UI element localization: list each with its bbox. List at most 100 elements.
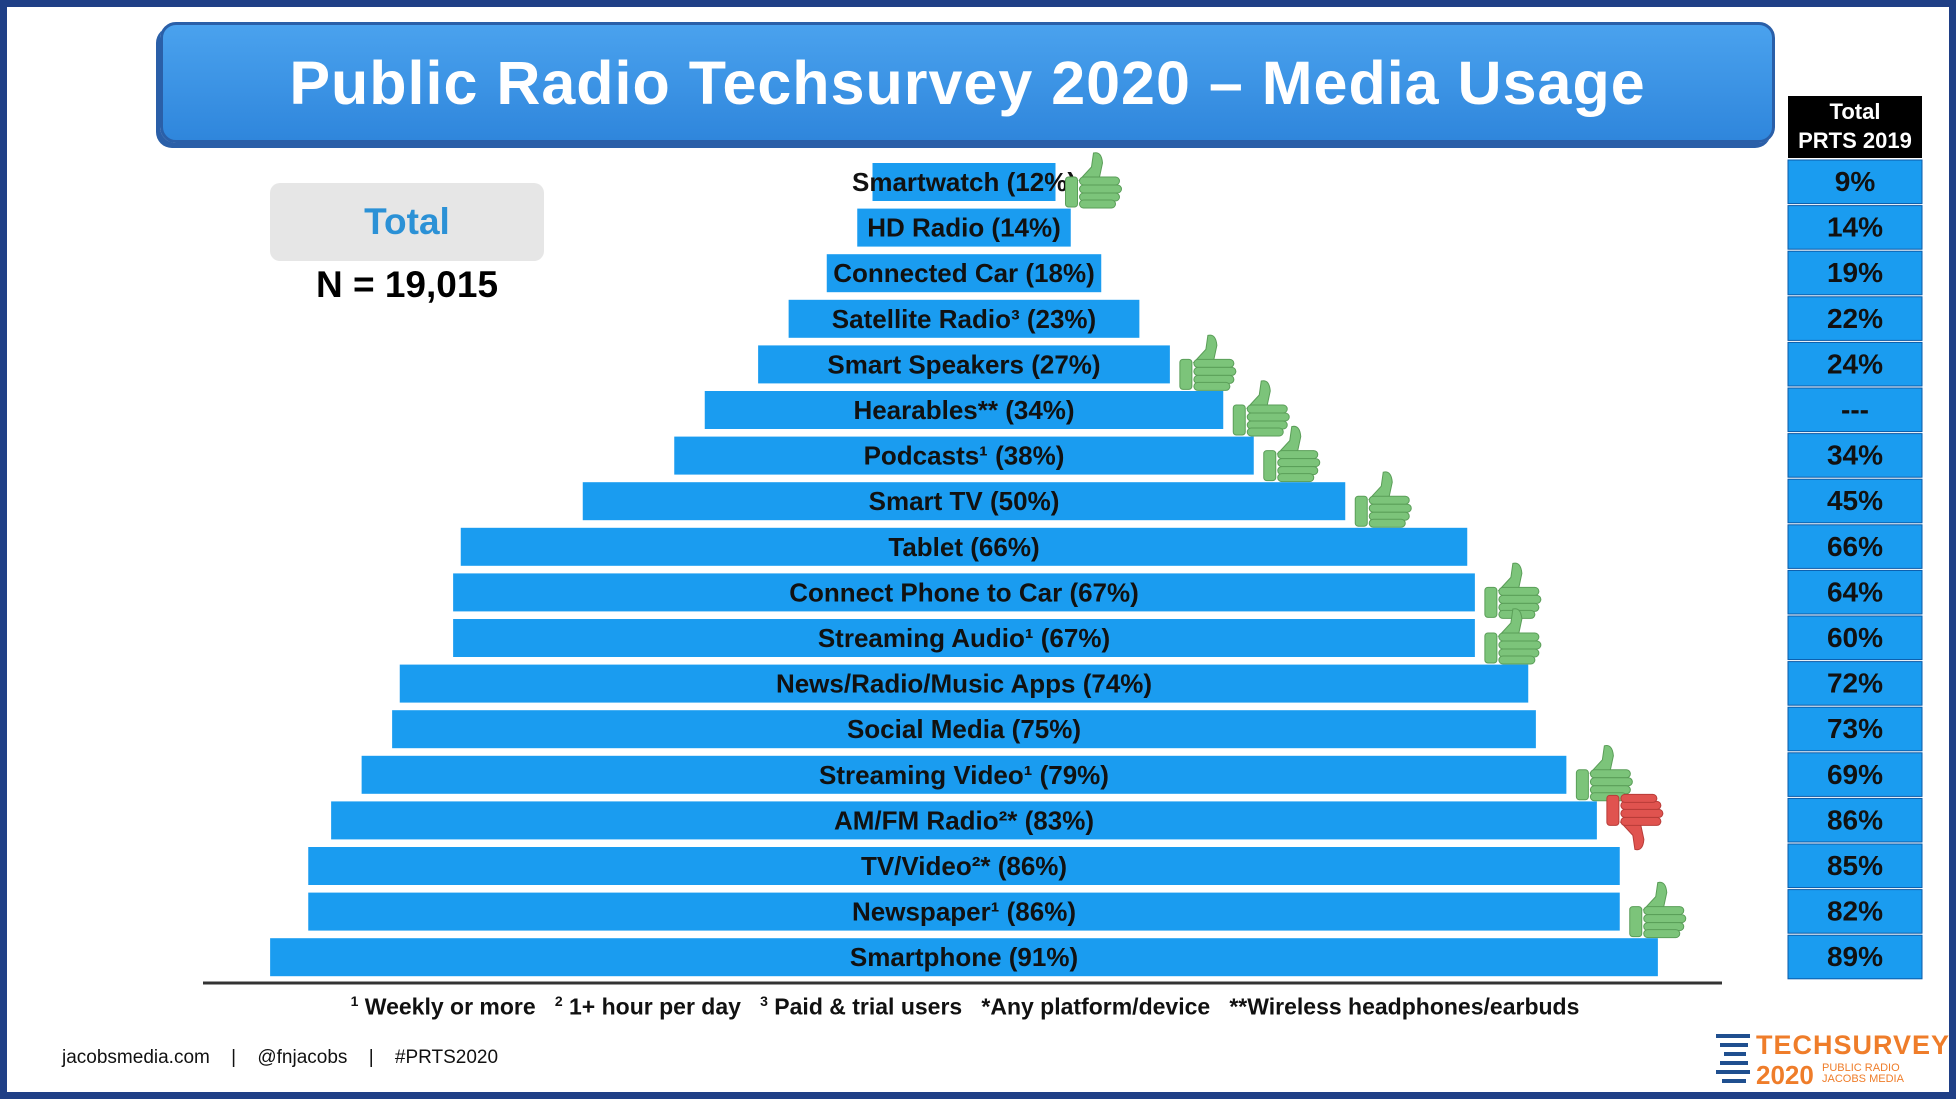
prior-year-cell <box>1787 661 1923 706</box>
logo-main-text: TECHSURVEY <box>1756 1030 1951 1060</box>
bar-label: Streaming Video¹ (79%) <box>819 760 1109 790</box>
bar-label: Connected Car (18%) <box>833 258 1095 288</box>
logo-year-text: 2020 <box>1756 1060 1814 1090</box>
bar-label: News/Radio/Music Apps (74%) <box>776 669 1152 699</box>
prior-year-cell <box>1787 524 1923 569</box>
prior-year-value: 34% <box>1827 440 1883 471</box>
prior-year-value: 69% <box>1827 759 1883 790</box>
thumbs-up-icon <box>1065 152 1122 209</box>
prior-year-value: 85% <box>1827 850 1883 881</box>
prior-year-value: 89% <box>1827 941 1883 972</box>
bar <box>308 892 1620 931</box>
bar-label: Smart Speakers (27%) <box>827 349 1100 379</box>
prior-year-cell <box>1787 296 1923 341</box>
credit-separator: | <box>231 1047 237 1068</box>
total-label-box: Total <box>270 183 544 261</box>
prior-year-cell <box>1787 615 1923 661</box>
prior-year-value: 72% <box>1827 668 1883 699</box>
prior-header-line2: PRTS 2019 <box>1798 128 1912 153</box>
prior-year-value: 60% <box>1827 622 1883 653</box>
credit-handle: @fnjacobs <box>257 1047 348 1068</box>
credit-hashtag: #PRTS2020 <box>394 1047 499 1068</box>
prior-year-value: 64% <box>1827 576 1883 607</box>
prior-year-value: 24% <box>1827 348 1883 379</box>
credits-line: jacobsmedia.com | @fnjacobs | #PRTS2020 <box>62 1047 514 1069</box>
thumbs-up-icon <box>1629 881 1687 939</box>
prior-year-cell <box>1787 205 1923 250</box>
prior-column-header <box>1788 96 1922 158</box>
bar <box>399 664 1529 703</box>
prior-year-cell <box>1787 159 1923 205</box>
bar-label: TV/Video²* (86%) <box>861 851 1067 881</box>
credit-site: jacobsmedia.com <box>62 1047 210 1068</box>
prior-year-value: 82% <box>1827 896 1883 927</box>
prior-year-cell <box>1787 387 1923 433</box>
bar <box>674 436 1254 475</box>
bar <box>857 208 1071 247</box>
bar-label: Smartphone (91%) <box>850 942 1078 972</box>
prior-year-cell <box>1787 250 1923 296</box>
footnote-legend: 1 Weekly or more 2 1+ hour per day 3 Pai… <box>350 993 1580 1020</box>
bar-label: Satellite Radio³ (23%) <box>832 304 1096 334</box>
prior-year-value: --- <box>1841 394 1869 425</box>
techsurvey-logo: TECHSURVEY 2020 PUBLIC RADIO JACOBS MEDIA <box>1716 1030 1949 1090</box>
thumbs-up-icon <box>1263 425 1321 483</box>
prior-year-value: 45% <box>1827 485 1883 516</box>
bar <box>704 391 1224 429</box>
bar-label: Streaming Audio¹ (67%) <box>818 623 1110 653</box>
prior-year-value: 73% <box>1827 713 1883 744</box>
bar <box>872 163 1056 201</box>
prior-year-cell <box>1787 341 1923 387</box>
thumbs-up-icon <box>1575 745 1633 802</box>
bar-label: AM/FM Radio²* (83%) <box>834 805 1094 835</box>
bar <box>758 345 1170 384</box>
bar <box>826 254 1102 293</box>
bar <box>460 527 1468 566</box>
slide-title: Public Radio Techsurvey 2020 – Media Usa… <box>160 22 1775 143</box>
thumbs-up-icon <box>1484 608 1542 665</box>
prior-year-value: 66% <box>1827 531 1883 562</box>
bar <box>582 482 1346 521</box>
bar-label: Smartwatch (12%) <box>852 167 1076 197</box>
bar <box>392 710 1536 749</box>
thumbs-down-icon <box>1606 793 1664 851</box>
credit-separator: | <box>368 1047 374 1068</box>
prior-header-line1: Total <box>1830 99 1881 124</box>
bar <box>453 619 1475 657</box>
prior-year-value: 22% <box>1827 303 1883 334</box>
prior-year-value: 19% <box>1827 257 1883 288</box>
prior-year-cell <box>1787 706 1923 752</box>
bar-label: HD Radio (14%) <box>867 213 1061 243</box>
prior-year-value: 86% <box>1827 804 1883 835</box>
bar-label: Tablet (66%) <box>888 532 1039 562</box>
bar <box>453 573 1475 612</box>
bar <box>361 755 1567 794</box>
prior-year-cell <box>1787 752 1923 797</box>
bar <box>788 299 1140 338</box>
prior-year-cell <box>1787 889 1923 934</box>
bar <box>270 938 1658 977</box>
thumbs-up-icon <box>1179 334 1237 391</box>
bar <box>331 801 1597 840</box>
thumbs-up-icon <box>1354 471 1412 528</box>
prior-year-value: 14% <box>1827 212 1883 243</box>
bar-label: Social Media (75%) <box>847 714 1081 744</box>
bar-label: Connect Phone to Car (67%) <box>789 577 1139 607</box>
prior-year-value: 9% <box>1835 166 1876 197</box>
bar-label: Smart TV (50%) <box>869 486 1060 516</box>
bar-label: Podcasts¹ (38%) <box>864 441 1065 471</box>
logo-stripes-icon <box>1716 1034 1750 1083</box>
bar-label: Hearables** (34%) <box>853 395 1074 425</box>
sample-size-label: N = 19,015 <box>315 264 499 305</box>
thumbs-up-icon <box>1232 380 1290 437</box>
prior-year-cell <box>1787 797 1923 843</box>
prior-year-cell <box>1787 569 1923 615</box>
prior-year-cell <box>1787 934 1923 980</box>
prior-year-cell <box>1787 478 1923 524</box>
bar <box>308 847 1620 885</box>
thumbs-up-icon <box>1484 562 1542 619</box>
prior-year-cell <box>1787 843 1923 889</box>
logo-sub-text: PUBLIC RADIO JACOBS MEDIA <box>1822 1062 1904 1085</box>
